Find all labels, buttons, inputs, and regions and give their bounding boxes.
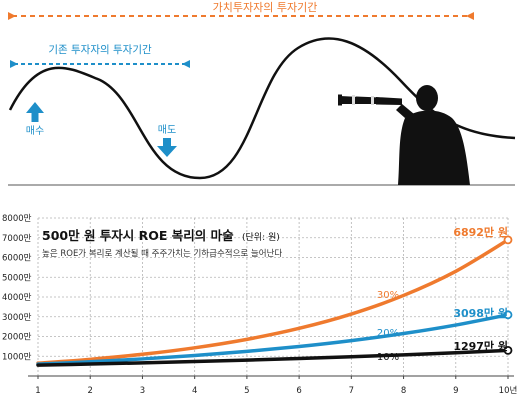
series-end-value-label: 6892만 원 <box>453 225 508 239</box>
x-tick-label: 8 <box>401 386 406 396</box>
y-tick-label: 3000만 <box>2 313 32 323</box>
roe-compound-chart: 1000만 2000만 3000만 4000만 5000만 6000만 7000만 8000만… <box>2 214 517 396</box>
series-line-30pct <box>36 238 510 365</box>
arrow-up-icon <box>26 102 44 122</box>
series-line-20pct <box>36 313 510 366</box>
y-tick-label: 6000만 <box>2 254 32 264</box>
series-name-label: 30% <box>377 290 399 301</box>
investment-period-illustration: 가치투자자의 투자기간 기존 투자자의 투자기간 매수 매도 <box>7 0 516 186</box>
x-tick-label: 5 <box>244 386 249 396</box>
chart-unit-note: (단위: 원) <box>242 232 280 243</box>
series-end-value-label: 1297만 원 <box>453 339 508 353</box>
existing-period-label: 기존 투자자의 투자기간 <box>48 44 152 56</box>
y-axis-ticks: 1000만 2000만 3000만 4000만 5000만 6000만 7000만 8000만 <box>2 214 32 362</box>
y-tick-label: 1000만 <box>2 352 32 362</box>
person-with-telescope-icon <box>338 85 470 185</box>
series-end-point <box>503 235 513 245</box>
series-end-point <box>503 345 513 355</box>
series-name-label: 20% <box>377 328 399 339</box>
chart-title: 500만 원 투자시 ROE 복리의 마술 (단위: 원) <box>42 228 280 243</box>
y-tick-label: 8000만 <box>2 214 32 224</box>
y-tick-label: 7000만 <box>2 234 32 244</box>
x-tick-label: 10년 <box>499 385 518 396</box>
x-tick-label: 2 <box>88 386 93 396</box>
chart-title-text: 500만 원 투자시 ROE 복리의 마술 <box>42 228 234 243</box>
series-name-label: 10% <box>377 352 399 363</box>
x-tick-label: 6 <box>296 386 301 396</box>
sell-label: 매도 <box>158 124 176 136</box>
y-tick-label: 4000만 <box>2 293 32 303</box>
x-tick-label: 9 <box>453 386 458 396</box>
y-tick-label: 5000만 <box>2 273 32 283</box>
value-period-label: 가치투자자의 투자기간 <box>213 1 318 14</box>
value-period-label-bg <box>190 0 340 15</box>
x-tick-label: 1 <box>35 386 40 396</box>
x-tick-label: 4 <box>192 386 197 396</box>
arrow-down-icon <box>157 138 177 157</box>
series-end-value-label: 3098만 원 <box>453 306 508 320</box>
x-tick-label: 3 <box>140 386 145 396</box>
x-axis-ticks: 1 2 3 4 5 6 7 8 9 10년 <box>35 376 517 396</box>
chart-series: 30% 20% 10% <box>36 235 513 367</box>
series-end-labels: 6892만 원 3098만 원 1297만 원 <box>453 225 508 353</box>
series-line-10pct <box>36 348 510 367</box>
market-wave-line <box>8 37 516 180</box>
chart-subtitle: 높은 ROE가 복리로 계산될 때 주주가치는 기하급수적으로 늘어난다 <box>42 248 282 259</box>
series-end-point <box>503 310 513 320</box>
chart-grid <box>28 217 514 377</box>
y-tick-label: 2000만 <box>2 333 32 343</box>
x-tick-label: 7 <box>349 386 354 396</box>
buy-label: 매수 <box>26 125 44 137</box>
